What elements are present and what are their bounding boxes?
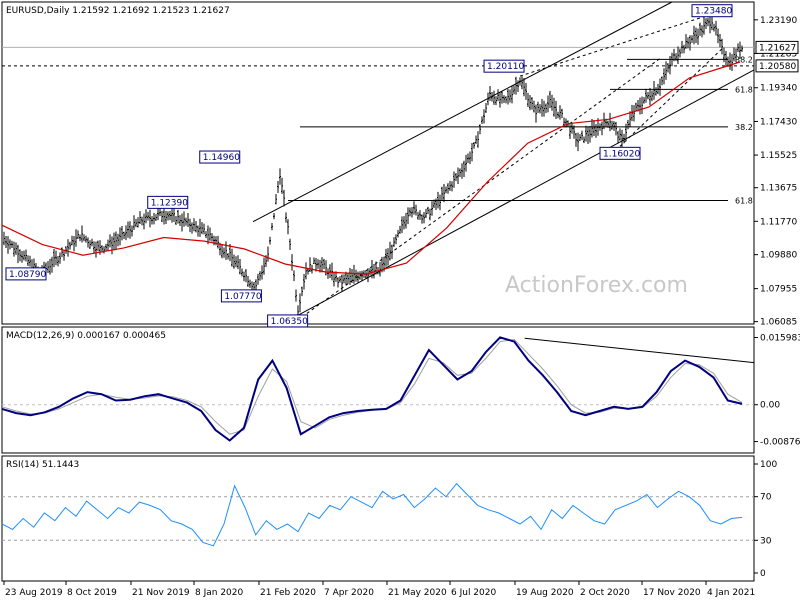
- support-level-label: 1.20580: [759, 62, 796, 72]
- current-price-label: 1.21627: [759, 43, 796, 53]
- price-annotation-box: [267, 314, 309, 328]
- macd-y-label: 0.015983: [760, 333, 800, 343]
- y-tick-label: 1.11770: [760, 217, 797, 227]
- x-tick-label: 8 Jan 2020: [195, 588, 243, 598]
- macd-panel: [1, 326, 755, 454]
- rsi-y-label: 70: [760, 493, 772, 503]
- price-annotation-label: 1.07770: [224, 292, 261, 302]
- macd-y-label: -0.008762: [760, 438, 800, 448]
- x-tick-label: 2 Oct 2020: [580, 588, 630, 598]
- fib-label: 38.2: [735, 123, 753, 132]
- price-annotation-label: 1.08790: [9, 270, 46, 280]
- y-tick-label: 1.21285: [760, 49, 797, 59]
- rsi-y-label: 30: [760, 536, 772, 546]
- channel-lower-line: [289, 69, 755, 321]
- y-tick-label: 1.07955: [760, 285, 797, 295]
- rsi-layer: 100 70 30 0: [1, 460, 777, 579]
- price-annotation-label: 1.16020: [603, 149, 640, 159]
- price-layer: 1.23190 1.21285 1.19340 1.17430 1.15525 1.136…: [1, 1, 799, 328]
- fib-label: 38.2: [735, 55, 753, 64]
- x-tick-label: 17 Nov 2020: [643, 588, 701, 598]
- macd-line: [1, 336, 743, 442]
- x-tick-label: 21 Nov 2019: [132, 588, 190, 598]
- x-tick-label: 21 May 2020: [388, 588, 447, 598]
- current-price-box: [755, 40, 799, 54]
- y-tick-label: 1.09880: [760, 251, 797, 261]
- macd-title: MACD(12,26,9) 0.000167 0.000465: [6, 331, 166, 341]
- macd-y-label: 0.00: [760, 401, 780, 411]
- price-annotation-box: [599, 146, 641, 160]
- price-annotation-box: [199, 150, 241, 164]
- price-chart-title: EURUSD,Daily 1.21592 1.21692 1.21523 1.2…: [6, 6, 230, 16]
- x-tick-label: 21 Feb 2020: [260, 588, 316, 598]
- x-tick-label: 6 Jul 2020: [451, 588, 496, 598]
- price-annotation-label: 1.12390: [151, 198, 188, 208]
- moving-average-line: [1, 61, 741, 275]
- x-tick-label: 23 Aug 2019: [5, 588, 63, 598]
- price-annotation-box: [483, 59, 525, 73]
- fib-label: 61.8: [735, 85, 753, 94]
- y-tick-label: 1.13675: [760, 184, 797, 194]
- rsi-line: [1, 482, 743, 547]
- rsi-y-label: 0: [760, 569, 766, 579]
- macd-trendline: [524, 337, 755, 364]
- channel-upper-line: [252, 1, 673, 223]
- watermark: ActionForex.com: [505, 273, 688, 298]
- price-annotation-box: [147, 195, 189, 209]
- price-annotation-box: [691, 4, 733, 18]
- y-tick-label: 1.19340: [760, 84, 797, 94]
- price-annotation-box: [5, 267, 47, 281]
- rsi-y-label: 100: [760, 460, 777, 470]
- rsi-title: RSI(14) 51.1443: [6, 460, 79, 470]
- price-annotation-label: 1.06350: [271, 317, 308, 327]
- macd-layer: 0.015983 0.00 -0.008762: [1, 333, 800, 448]
- price-annotation-box: [220, 289, 262, 303]
- price-annotation-label: 1.20110: [487, 62, 524, 72]
- x-tick-label: 19 Aug 2020: [516, 588, 574, 598]
- x-tick-label: 4 Jan 2021: [707, 588, 755, 598]
- x-axis: 23 Aug 2019 8 Oct 2019 21 Nov 2019 8 Jan 20…: [3, 581, 755, 598]
- rsi-panel: [1, 455, 755, 582]
- fib-label: 61.8: [735, 196, 753, 205]
- y-tick-label: 1.15525: [760, 151, 797, 161]
- price-annotation-label: 1.14960: [203, 153, 240, 163]
- x-tick-label: 7 Apr 2020: [324, 588, 374, 598]
- x-tick-label: 8 Oct 2019: [67, 588, 117, 598]
- price-annotation-label: 1.23480: [695, 7, 732, 17]
- y-tick-label: 1.17430: [760, 117, 797, 127]
- support-level-box: [755, 59, 799, 73]
- ohlc-bars: [3, 15, 743, 319]
- y-tick-label: 1.06085: [760, 318, 797, 328]
- y-tick-label: 1.23190: [760, 16, 797, 26]
